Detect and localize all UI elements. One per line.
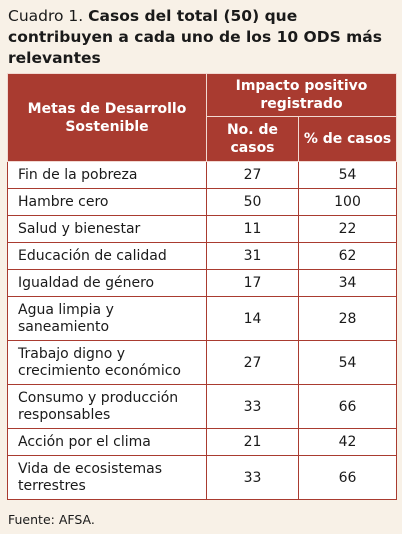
table-row: Agua limpia y saneamiento 14 28 <box>7 296 397 341</box>
table-body: Fin de la pobreza 27 54 Hambre cero 50 100 Sal… <box>7 161 397 500</box>
goal-cell: Vida de ecosistemas terrestres <box>7 455 207 500</box>
number-cell: 11 <box>206 215 299 243</box>
number-cell: 66 <box>298 384 397 429</box>
goal-cell: Fin de la pobreza <box>7 161 207 189</box>
header-cell: Metas de Desarrollo Sostenible <box>7 73 207 162</box>
goal-cell: Salud y bienestar <box>7 215 207 243</box>
table-row: Vida de ecosistemas terrestres 33 66 <box>7 455 397 500</box>
table-row: Acción por el clima 21 42 <box>7 428 397 456</box>
header-row: Metas de Desarrollo Sostenible Impacto p… <box>7 73 397 162</box>
number-cell: 100 <box>298 188 397 216</box>
goal-cell: Consumo y producción responsables <box>7 384 207 429</box>
table-caption: Cuadro 1. Casos del total (50) que contr… <box>8 6 398 69</box>
number-cell: 14 <box>206 296 299 341</box>
number-cell: 62 <box>298 242 397 270</box>
header-cell: No. de casos <box>206 116 299 162</box>
number-cell: 28 <box>298 296 397 341</box>
number-cell: 34 <box>298 269 397 297</box>
number-cell: 21 <box>206 428 299 456</box>
number-cell: 54 <box>298 161 397 189</box>
number-cell: 27 <box>206 161 299 189</box>
goal-cell: Igualdad de género <box>7 269 207 297</box>
number-cell: 42 <box>298 428 397 456</box>
header-cell: % de casos <box>298 116 397 162</box>
table-row: Salud y bienestar 11 22 <box>7 215 397 243</box>
goal-cell: Educación de calidad <box>7 242 207 270</box>
number-cell: 31 <box>206 242 299 270</box>
goal-cell: Agua limpia y saneamiento <box>7 296 207 341</box>
goal-cell: Trabajo digno y crecimiento económico <box>7 340 207 385</box>
table-row: Consumo y producción responsables 33 66 <box>7 384 397 429</box>
caption-text: Casos del total (50) que contribuyen a c… <box>8 7 382 67</box>
table-row: Hambre cero 50 100 <box>7 188 397 216</box>
table-row: Trabajo digno y crecimiento económico 27 5… <box>7 340 397 385</box>
table-row: Fin de la pobreza 27 54 <box>7 161 397 189</box>
number-cell: 27 <box>206 340 299 385</box>
caption-label: Cuadro 1. <box>8 7 84 25</box>
number-cell: 33 <box>206 384 299 429</box>
number-cell: 54 <box>298 340 397 385</box>
header-row: No. de casos % de casos <box>8 116 397 162</box>
number-cell: 33 <box>206 455 299 500</box>
source-note: Fuente: AFSA. <box>8 512 95 527</box>
number-cell: 22 <box>298 215 397 243</box>
number-cell: 17 <box>206 269 299 297</box>
table-row: Igualdad de género 17 34 <box>7 269 397 297</box>
goal-cell: Hambre cero <box>7 188 207 216</box>
number-cell: 50 <box>206 188 299 216</box>
number-cell: 66 <box>298 455 397 500</box>
data-table: Metas de Desarrollo Sostenible Impacto p… <box>7 73 397 500</box>
table-row: Educación de calidad 31 62 <box>7 242 397 270</box>
table-header: Metas de Desarrollo Sostenible Impacto p… <box>7 73 397 162</box>
header-cell: Impacto positivo registrado <box>206 73 397 117</box>
goal-cell: Acción por el clima <box>7 428 207 456</box>
